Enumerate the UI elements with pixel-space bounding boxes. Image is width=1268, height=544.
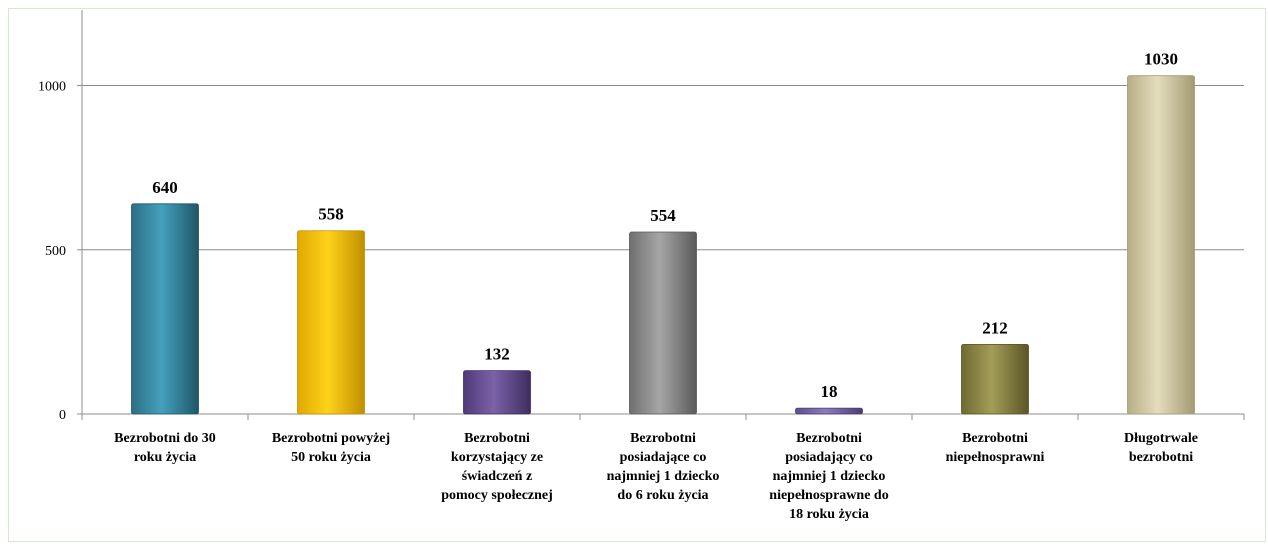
data-label: 640 (152, 178, 178, 197)
bar (131, 203, 199, 415)
category-label: roku życia (134, 450, 196, 465)
category-label: bezrobotni (1129, 450, 1193, 465)
bar (1127, 75, 1195, 415)
y-tick-label: 0 (59, 408, 66, 423)
category-label: najmniej 1 dziecko (773, 469, 886, 484)
category-label: 18 roku życia (789, 507, 869, 522)
category-label: do 6 roku życia (617, 488, 708, 503)
bars (131, 75, 1195, 415)
bar (795, 407, 863, 415)
category-label: Bezrobotni (464, 431, 530, 446)
category-label: Bezrobotni powyżej (272, 431, 390, 446)
data-label: 18 (821, 382, 838, 401)
category-label: niepełnosprawne do (769, 488, 888, 503)
category-label: posiadający co (785, 450, 873, 465)
category-label: niepełnosprawni (946, 450, 1045, 465)
data-labels: 640 558 132 554 18 212 1030 (152, 50, 1178, 401)
bar (463, 370, 531, 415)
data-label: 212 (982, 318, 1008, 337)
category-label: Długotrwale (1124, 431, 1198, 446)
y-tick-label: 500 (45, 244, 66, 259)
data-label: 554 (650, 206, 676, 225)
category-label: świadczeń z (462, 469, 532, 484)
category-label: Bezrobotni do 30 (114, 431, 216, 446)
gridlines (82, 85, 1244, 251)
data-label: 1030 (1144, 50, 1178, 69)
category-label: posiadające co (620, 450, 707, 465)
category-labels: Bezrobotni do 30 roku życia Bezrobotni pow… (114, 431, 1198, 522)
category-label: najmniej 1 dziecko (607, 469, 720, 484)
data-label: 132 (484, 345, 510, 364)
y-tick-label: 1000 (38, 80, 66, 95)
data-label: 558 (318, 205, 344, 224)
category-label: Bezrobotni (962, 431, 1028, 446)
bar (629, 231, 697, 415)
category-label: pomocy społecznej (441, 488, 553, 503)
category-label: korzystający ze (451, 450, 543, 465)
category-label: 50 roku życia (291, 450, 371, 465)
category-label: Bezrobotni (796, 431, 862, 446)
y-tick-labels: 0 500 1000 (38, 80, 66, 423)
category-label: Bezrobotni (630, 431, 696, 446)
bar (961, 343, 1029, 415)
bar (297, 230, 365, 415)
